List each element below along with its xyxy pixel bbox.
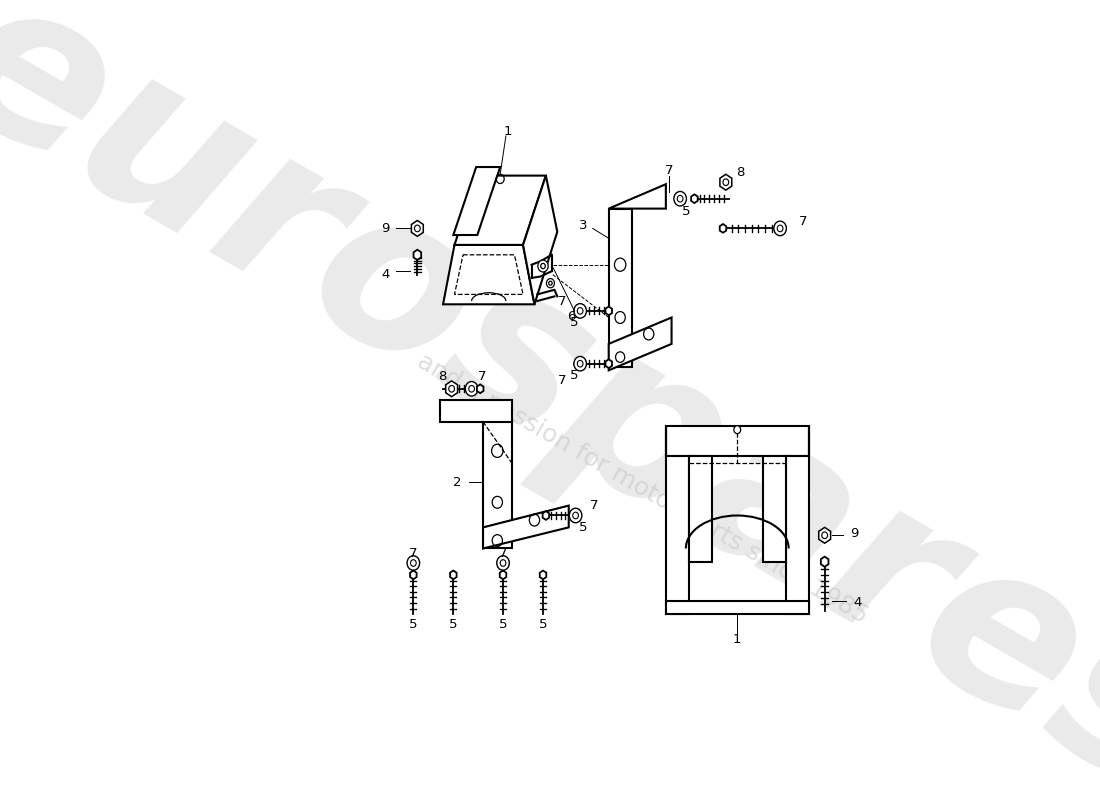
Polygon shape: [666, 426, 808, 456]
Text: 6: 6: [568, 310, 575, 322]
Polygon shape: [414, 250, 421, 260]
Text: 7: 7: [591, 499, 598, 512]
Polygon shape: [763, 456, 785, 562]
Polygon shape: [483, 420, 512, 549]
Text: 7: 7: [477, 370, 486, 383]
Circle shape: [465, 382, 477, 396]
Text: 4: 4: [854, 596, 861, 609]
Text: 5: 5: [498, 618, 507, 631]
Polygon shape: [689, 456, 712, 562]
Polygon shape: [691, 194, 697, 203]
Polygon shape: [719, 174, 732, 190]
Polygon shape: [522, 176, 558, 304]
Text: 7: 7: [558, 294, 566, 307]
Polygon shape: [410, 570, 417, 579]
Text: 3: 3: [579, 218, 587, 232]
Circle shape: [574, 304, 586, 318]
Text: 4: 4: [382, 268, 389, 281]
Text: 2: 2: [453, 476, 462, 489]
Polygon shape: [785, 426, 808, 614]
Text: 5: 5: [579, 521, 587, 534]
Polygon shape: [499, 570, 506, 579]
Circle shape: [538, 260, 548, 272]
Polygon shape: [719, 224, 726, 233]
Text: 9: 9: [382, 222, 389, 235]
Text: 1: 1: [733, 633, 741, 646]
Polygon shape: [446, 381, 458, 397]
Text: 5: 5: [409, 618, 418, 631]
Text: 7: 7: [409, 546, 418, 560]
Polygon shape: [453, 167, 500, 235]
Circle shape: [407, 556, 419, 570]
Circle shape: [570, 508, 582, 522]
Text: 9: 9: [850, 527, 858, 541]
Circle shape: [674, 191, 686, 206]
Polygon shape: [440, 400, 512, 422]
Circle shape: [773, 221, 786, 236]
Text: 1: 1: [504, 125, 512, 138]
Text: 7: 7: [799, 215, 807, 228]
Text: 8: 8: [736, 166, 745, 179]
Polygon shape: [411, 221, 424, 236]
Circle shape: [574, 357, 586, 371]
Circle shape: [547, 278, 554, 288]
Text: 5: 5: [682, 206, 690, 218]
Polygon shape: [443, 245, 535, 304]
Circle shape: [734, 426, 740, 434]
Text: 8: 8: [438, 370, 447, 383]
Polygon shape: [666, 602, 808, 614]
Polygon shape: [821, 557, 828, 566]
Polygon shape: [608, 184, 666, 209]
Polygon shape: [483, 506, 569, 549]
Polygon shape: [477, 385, 484, 393]
Text: 7: 7: [498, 546, 507, 560]
Circle shape: [497, 556, 509, 570]
Polygon shape: [666, 426, 689, 614]
Polygon shape: [605, 359, 612, 368]
Text: 5: 5: [449, 618, 458, 631]
Polygon shape: [540, 570, 547, 579]
Polygon shape: [818, 527, 830, 543]
Polygon shape: [454, 176, 546, 245]
Text: and a passion for motor parts since 1985: and a passion for motor parts since 1985: [414, 350, 872, 629]
Text: 5: 5: [570, 316, 579, 330]
Polygon shape: [608, 318, 672, 370]
Polygon shape: [450, 570, 456, 579]
Text: 7: 7: [558, 374, 566, 386]
Text: 7: 7: [664, 165, 673, 178]
Text: 5: 5: [570, 369, 579, 382]
Polygon shape: [542, 511, 549, 520]
Text: 5: 5: [539, 618, 548, 631]
Polygon shape: [605, 306, 612, 315]
Polygon shape: [608, 209, 631, 367]
